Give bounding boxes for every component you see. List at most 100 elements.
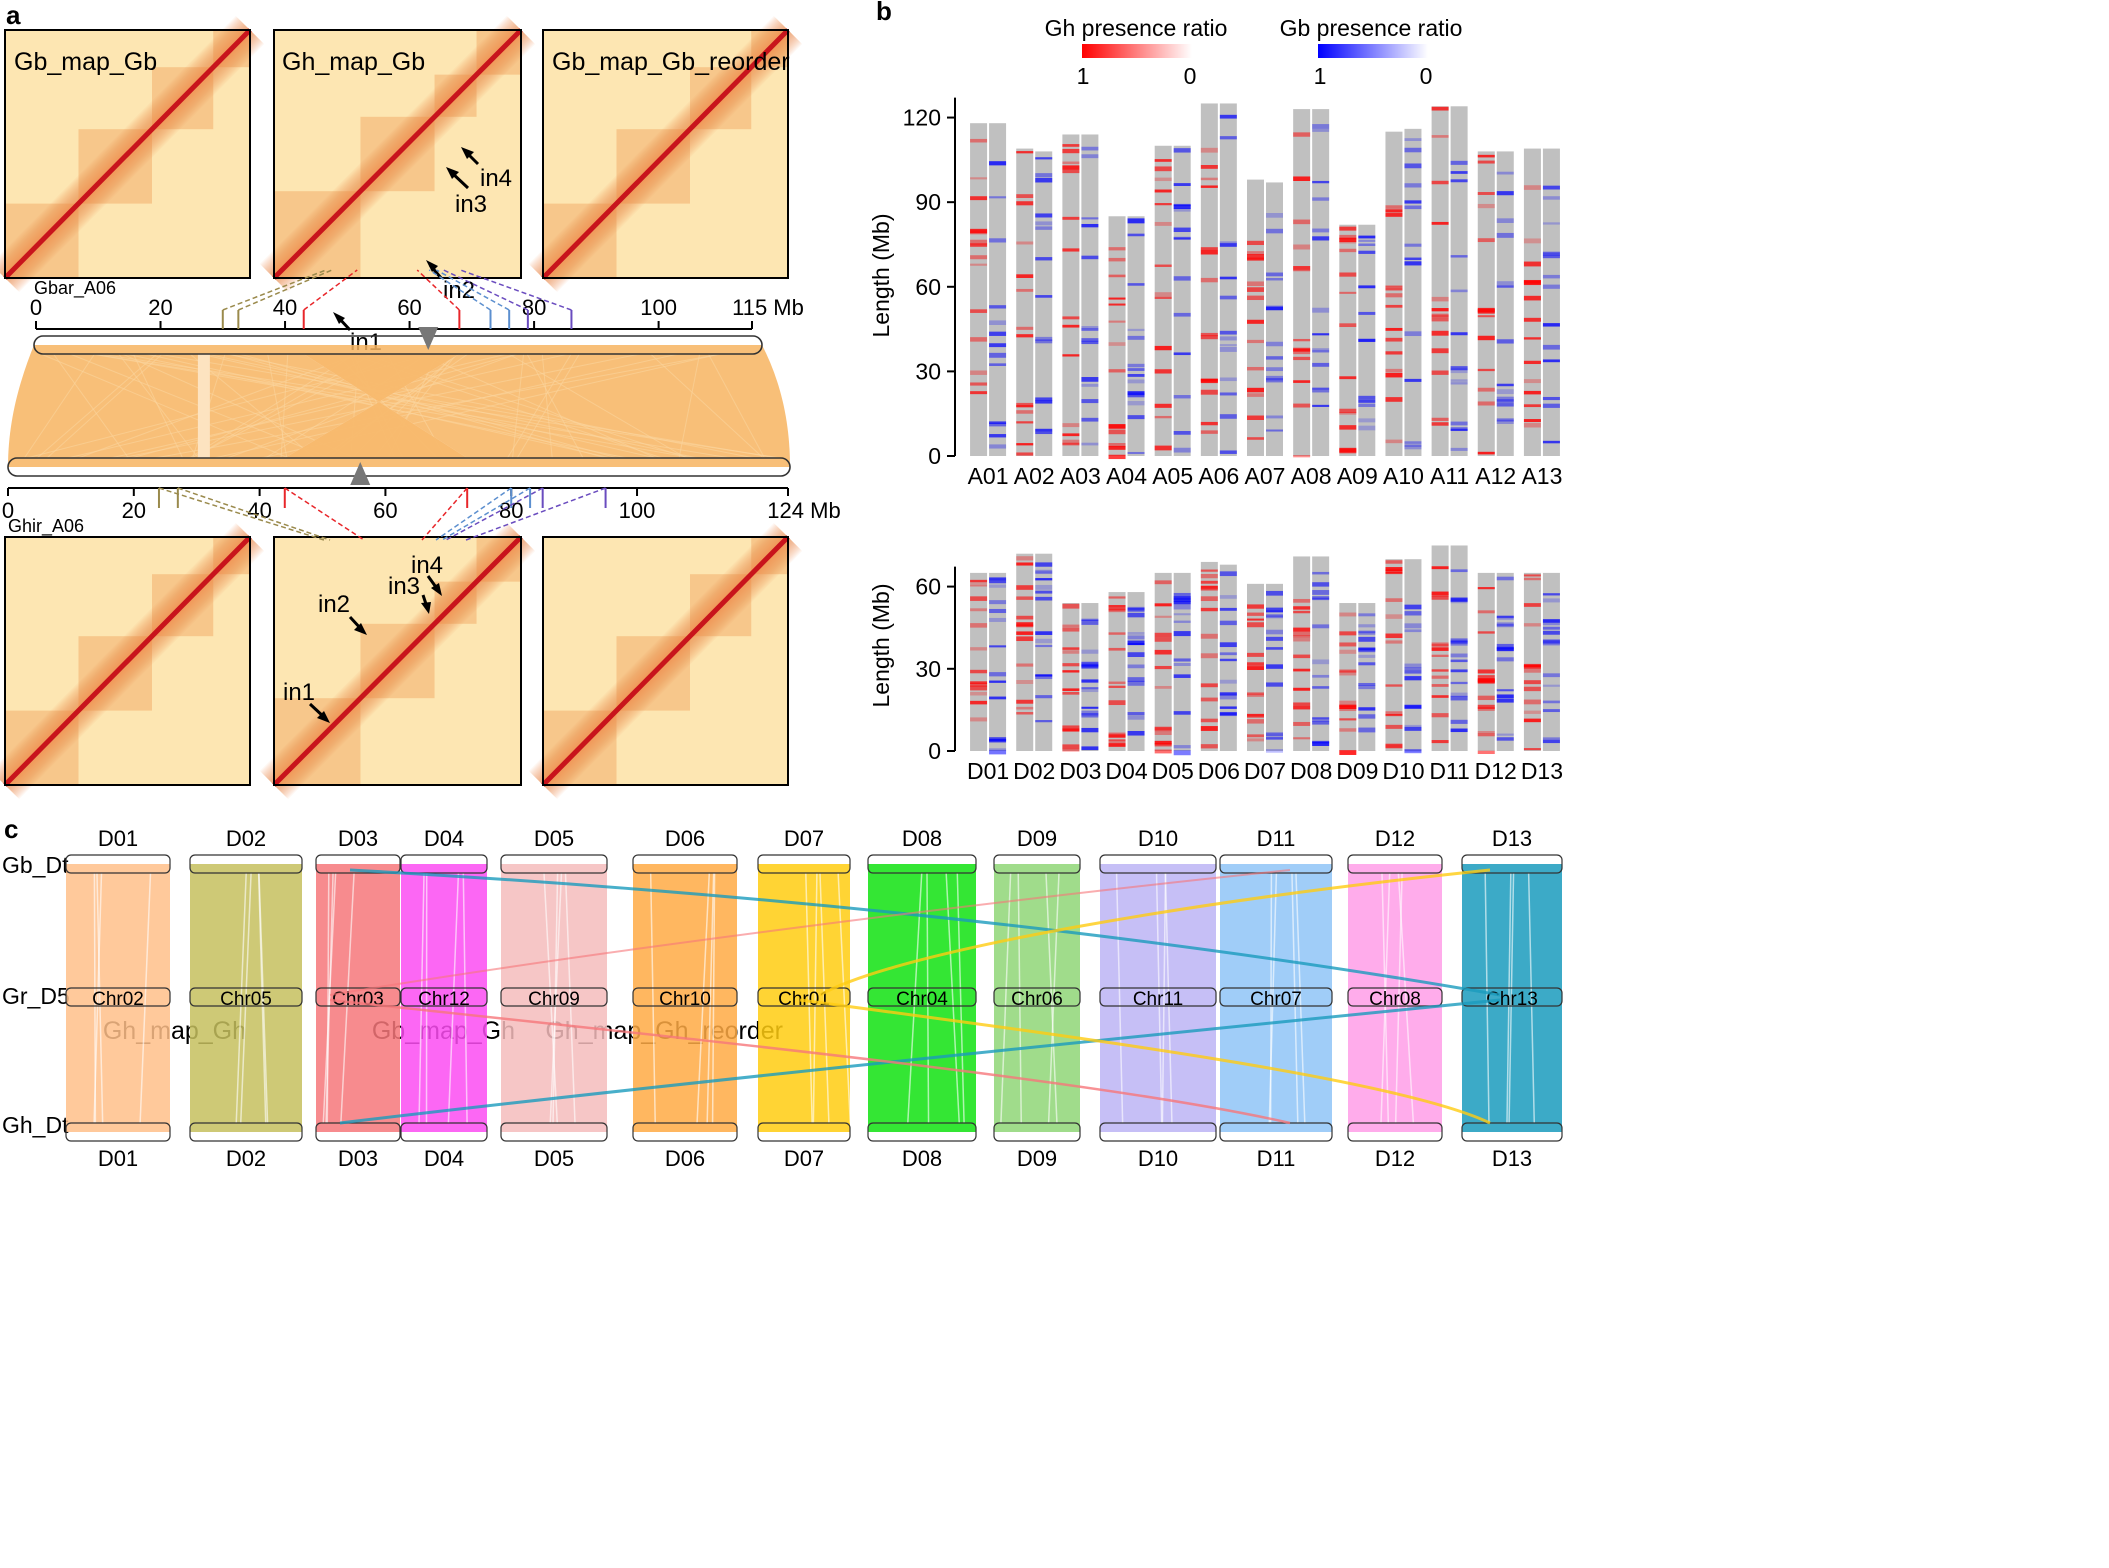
gb-presence-band (1127, 730, 1145, 736)
gb-presence-band (1496, 698, 1514, 703)
gh-presence-band (1062, 725, 1080, 730)
gb-presence-band (1173, 631, 1191, 637)
row-label-gr-d5: Gr_D5 (2, 983, 70, 1009)
gh-presence-band (1523, 360, 1541, 365)
gb-presence-band (1496, 191, 1514, 196)
gb-presence-band (1266, 341, 1283, 347)
gb-presence-band (1404, 138, 1422, 141)
synteny-line (1295, 872, 1306, 1124)
gh-presence-band (1431, 695, 1449, 698)
gh-presence-band (1339, 240, 1357, 244)
gb-presence-band (1450, 692, 1468, 697)
dt-synteny-panel: D01 Chr02 D01 D02 Chr05 D02 D03 Chr03 D03 D04 Chr1… (65, 826, 1563, 1171)
gb-presence-band (1081, 664, 1099, 669)
gb-presence-band (1035, 257, 1053, 261)
axis-end-label: 115 Mb (732, 295, 804, 320)
gh-presence-band (1339, 234, 1357, 240)
translocation-curve (799, 998, 1491, 1125)
gh-presence-band (1062, 169, 1080, 174)
gb-presence-band (1358, 399, 1376, 403)
gb-presence-band (1542, 323, 1560, 327)
gh-presence-band (1154, 203, 1172, 206)
synteny-link (23, 353, 95, 459)
inversion-connector (441, 487, 531, 541)
gb-presence-band (1266, 212, 1283, 218)
category-label: A04 (1106, 463, 1147, 489)
gb-presence-band (1219, 712, 1237, 716)
gh-presence-band (1523, 577, 1541, 581)
axis-tick-label: 40 (247, 498, 271, 523)
inversion-connector (460, 269, 572, 311)
gb-presence-band (1450, 659, 1468, 663)
gb-presence-band (1219, 136, 1237, 140)
synteny-link (99, 353, 781, 459)
gb-presence-band (1542, 684, 1560, 687)
gh-presence-band (1247, 652, 1264, 657)
gb-presence-band (1081, 223, 1099, 228)
gh-presence-band (1200, 574, 1218, 579)
gb-presence-band (1219, 392, 1237, 396)
axis-tick-label: 40 (273, 295, 297, 320)
gh-dt-chromosome (1347, 1122, 1443, 1142)
gh-presence-band (1293, 356, 1311, 361)
gb-presence-band (1496, 420, 1514, 425)
gh-presence-band (1339, 226, 1357, 231)
gr-d5-chromosome (315, 987, 401, 1007)
gb-presence-band (1542, 739, 1560, 744)
gb-presence-band (1450, 160, 1468, 165)
gh-presence-band (1293, 269, 1311, 272)
gb-presence-band (1312, 333, 1330, 336)
gb-presence-band (1219, 694, 1237, 700)
gb-presence-band (1035, 638, 1053, 644)
gh-presence-band (1339, 323, 1357, 328)
gh-presence-band (1108, 744, 1126, 747)
gh-presence-band (1200, 585, 1218, 589)
gh-presence-band (1523, 664, 1541, 668)
gb-presence-band (1358, 727, 1376, 733)
axis-tick-label: 20 (148, 295, 172, 320)
synteny-line (96, 872, 104, 1124)
gb-presence-band (1127, 652, 1145, 657)
bottom-in1-label: in1 (283, 679, 315, 706)
synteny-line (1394, 872, 1403, 1124)
gh-presence-band (1062, 165, 1080, 170)
gb-presence-band (1542, 619, 1560, 623)
heatmap-diagonal (541, 28, 790, 280)
gr-d5-chromosome (993, 987, 1081, 1007)
gb-presence-band (989, 645, 1007, 648)
gb-presence-band (1404, 444, 1422, 447)
gh-presence-band (1339, 631, 1357, 636)
gb-presence-band (1542, 359, 1560, 363)
gh-presence-band (1385, 368, 1403, 372)
gh-presence-band (1385, 744, 1403, 749)
gb-presence-band (1358, 684, 1376, 690)
gb-presence-band (1173, 750, 1191, 756)
gh-presence-band (1339, 272, 1357, 277)
gh-presence-band (1247, 366, 1264, 371)
gh-presence-band (1016, 410, 1034, 414)
gb-legend-to: 0 (1420, 63, 1433, 89)
gh-presence-band (1062, 324, 1080, 328)
synteny-line (139, 872, 152, 1124)
gh-presence-band (1062, 627, 1080, 632)
gb-presence-band (1312, 389, 1330, 393)
synteny-link (650, 353, 764, 459)
gh-presence-band (1385, 743, 1403, 748)
gb-presence-band (1173, 711, 1191, 715)
row-label-gh-dt: Gh_Dt (2, 1112, 69, 1138)
gb-presence-band (1450, 569, 1468, 573)
gh-presence-band (1477, 401, 1495, 406)
gh-presence-band (1523, 668, 1541, 673)
gh-presence-band (1477, 669, 1495, 674)
gh-presence-band (1154, 743, 1172, 747)
gh-presence-band (1523, 261, 1541, 267)
gh-presence-band (970, 138, 988, 143)
gb-presence-band (1081, 618, 1099, 621)
gh-presence-band (1385, 640, 1403, 644)
gb-presence-band (1496, 171, 1514, 175)
gb-chromosome-bar (1081, 134, 1099, 456)
panel-b-label: b (876, 0, 892, 26)
synteny-link (189, 353, 356, 459)
y-axis-label: Length (Mb) (868, 213, 894, 337)
gb-presence-band (1404, 726, 1422, 731)
